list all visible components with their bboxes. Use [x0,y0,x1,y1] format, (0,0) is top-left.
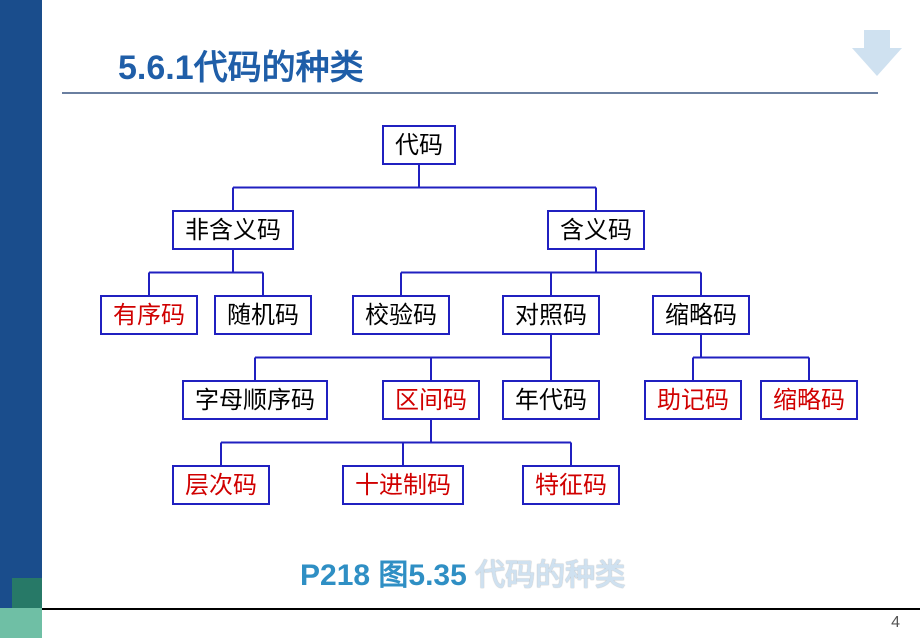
page-number: 4 [891,614,900,632]
left-sidebar [0,0,42,638]
arrow-stem [864,30,890,50]
tree-node-n2c2: 缩略码 [760,380,858,420]
title-underline [62,92,878,94]
slide-title: 5.6.1代码的种类 [118,40,364,89]
tree-node-n2: 含义码 [547,210,645,250]
tree-node-n1b: 随机码 [214,295,312,335]
tree-node-n2c: 缩略码 [652,295,750,335]
tree-node-n2b1: 字母顺序码 [182,380,328,420]
tree-node-n2b: 对照码 [502,295,600,335]
tree-node-n2b2b: 十进制码 [342,465,464,505]
tree-node-root: 代码 [382,125,456,165]
tree-node-n1a: 有序码 [100,295,198,335]
tree-node-n2c1: 助记码 [644,380,742,420]
figure-caption: P218 图5.35 代码的种类 [300,550,625,594]
caption-text: 代码的种类 [475,559,625,592]
left-accent-square [12,578,42,608]
caption-ref: P218 图5.35 [300,559,475,592]
tree-node-n2b2: 区间码 [382,380,480,420]
tree-node-n2a: 校验码 [352,295,450,335]
tree-node-n2b2a: 层次码 [172,465,270,505]
tree-diagram: 代码非含义码含义码有序码随机码校验码对照码缩略码字母顺序码区间码年代码助记码缩略… [42,110,912,530]
left-accent [0,608,42,638]
tree-node-n1: 非含义码 [172,210,294,250]
arrow-down-icon [852,48,902,76]
tree-node-n2b2c: 特征码 [522,465,620,505]
tree-node-n2b3: 年代码 [502,380,600,420]
bottom-divider [42,608,920,610]
